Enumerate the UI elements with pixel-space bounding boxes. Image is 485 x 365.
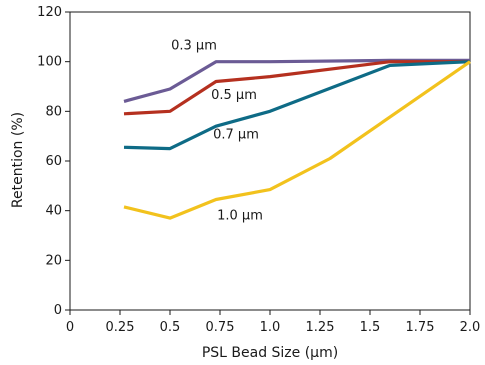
x-tick-label: 1.5 <box>360 320 381 335</box>
plot-frame <box>69 11 471 311</box>
y-tick-label: 100 <box>37 55 62 70</box>
x-tick-label: 0.75 <box>206 320 235 335</box>
x-tick-label: 0 <box>66 320 74 335</box>
series-labels: 0.3 µm 0.5 µm 0.7 µm 1.0 µm <box>171 38 263 223</box>
axes: 0 20 40 60 80 100 120 0 0.25 0.5 0.75 1.0 1.25 1.5 1.7… <box>37 5 480 335</box>
y-tick-label: 60 <box>45 154 62 169</box>
y-tick-label: 0 <box>54 303 62 318</box>
series-label-0: 0.3 µm <box>171 38 217 53</box>
x-tick-label: 1.0 <box>260 320 281 335</box>
series-line-0 <box>123 58 470 103</box>
series-line-1 <box>123 60 470 116</box>
y-tick-label: 20 <box>45 253 62 268</box>
x-axis-title: PSL Bead Size (µm) <box>202 345 338 361</box>
x-tick-label: 0.5 <box>160 320 181 335</box>
y-tick-label: 80 <box>45 104 62 119</box>
x-tick-label: 2.0 <box>460 320 481 335</box>
series-line-3 <box>123 60 471 220</box>
series-layer <box>123 58 471 220</box>
x-tick-label: 0.25 <box>106 320 135 335</box>
y-tick-label: 40 <box>45 204 62 219</box>
series-label-1: 0.5 µm <box>211 88 257 103</box>
series-line-2 <box>123 60 471 151</box>
series-label-3: 1.0 µm <box>217 208 263 223</box>
y-axis-title: Retention (%) <box>10 112 26 208</box>
x-tick-label: 1.75 <box>406 320 435 335</box>
y-tick-label: 120 <box>37 5 62 20</box>
series-label-2: 0.7 µm <box>213 128 259 143</box>
x-tick-label: 1.25 <box>306 320 335 335</box>
